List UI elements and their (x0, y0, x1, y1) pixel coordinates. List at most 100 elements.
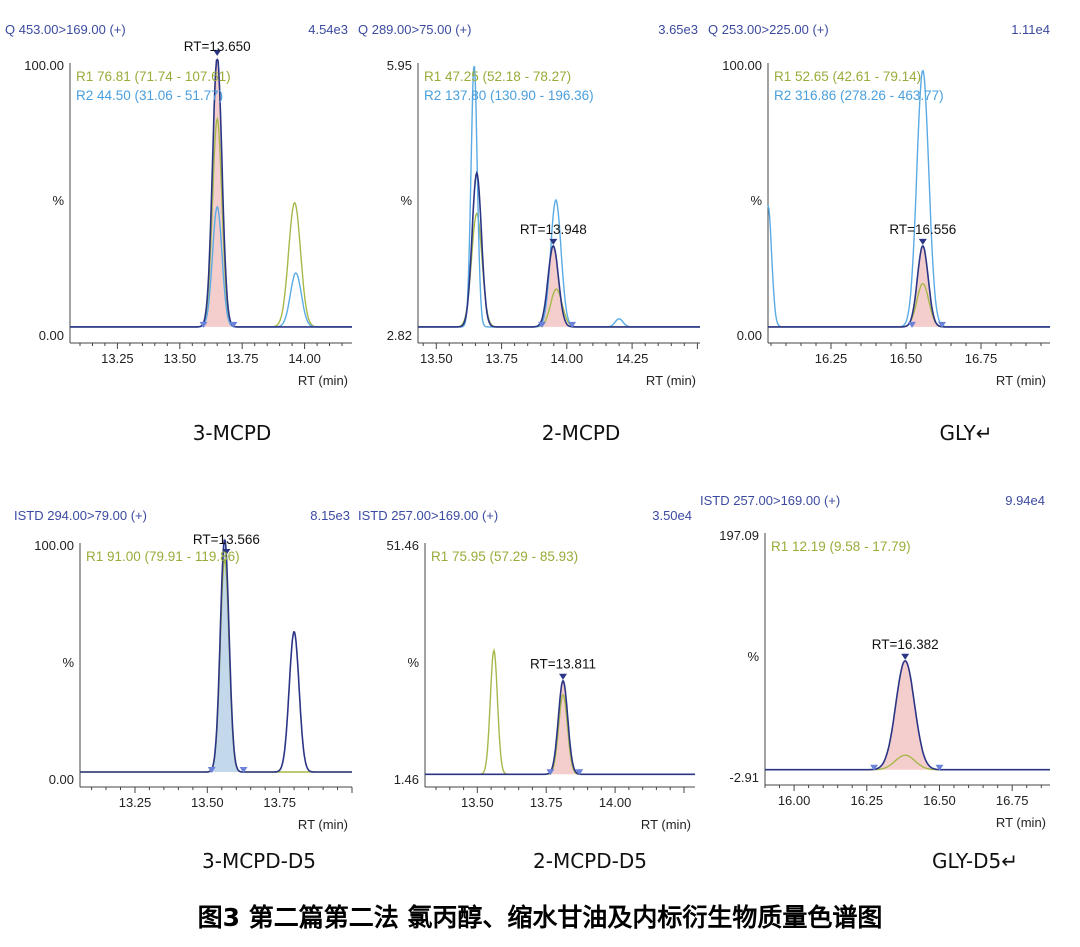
ratio-label: R1 91.00 (79.91 - 119.86) (86, 549, 240, 564)
x-tick-label: 13.50 (420, 351, 453, 366)
y-min-label: 1.46 (394, 772, 419, 787)
x-tick-label: 14.25 (616, 351, 649, 366)
y-max-label: 100.00 (34, 538, 74, 553)
compound-name: 2-MCPD (542, 421, 621, 445)
x-axis-label: RT (min) (646, 373, 696, 388)
integration-area (211, 538, 244, 772)
x-tick-label: 16.75 (996, 793, 1029, 808)
y-max-label: 197.09 (719, 528, 759, 543)
x-axis-label: RT (min) (641, 817, 691, 832)
transition-label: ISTD 294.00>79.00 (+) (14, 508, 147, 523)
rt-label: RT=16.382 (872, 637, 939, 652)
integration-end-marker (938, 321, 946, 328)
transition-label: ISTD 257.00>169.00 (+) (358, 508, 498, 523)
y-max-label: 100.00 (24, 58, 64, 73)
intensity-label: 8.15e3 (310, 508, 350, 523)
x-tick-label: 14.00 (551, 351, 584, 366)
x-tick-label: 16.25 (851, 793, 884, 808)
x-tick-label: 13.50 (164, 351, 197, 366)
ratio-label: R2 137.80 (130.90 - 196.36) (424, 88, 594, 103)
peak-apex-marker (559, 673, 567, 680)
x-axis-label: RT (min) (996, 815, 1046, 830)
y-axis-label: % (407, 655, 419, 670)
transition-label: ISTD 257.00>169.00 (+) (700, 493, 840, 508)
x-tick-label: 16.50 (890, 351, 923, 366)
ratio-label: R1 52.65 (42.61 - 79.14) (774, 69, 921, 84)
x-axis-label: RT (min) (996, 373, 1046, 388)
x-tick-label: 13.50 (191, 795, 224, 810)
ratio-label: R1 76.81 (71.74 - 107.61) (76, 69, 231, 84)
figure-caption: 图3 第二篇第二法 氯丙醇、缩水甘油及内标衍生物质量色谱图 (198, 903, 883, 932)
trace-blue (767, 69, 1050, 328)
transition-label: Q 453.00>169.00 (+) (5, 22, 126, 37)
y-min-label: 2.82 (387, 328, 412, 343)
rt-label: RT=13.948 (520, 222, 587, 237)
x-tick-label: 13.75 (530, 795, 563, 810)
compound-name: GLY↵ (940, 421, 993, 445)
transition-label: Q 253.00>225.00 (+) (708, 22, 829, 37)
peak-apex-marker (549, 238, 558, 245)
x-tick-label: 14.00 (288, 351, 321, 366)
y-min-label: 0.00 (49, 772, 74, 787)
x-axis-label: RT (min) (298, 373, 348, 388)
ratio-label: R2 316.86 (278.26 - 463.77) (774, 88, 944, 103)
peak-apex-marker (213, 49, 222, 56)
rt-label: RT=13.811 (530, 657, 596, 672)
integration-area (874, 660, 940, 770)
integration-end-marker (568, 321, 577, 328)
trace-dark (425, 679, 695, 776)
integration-start-marker (870, 764, 879, 771)
integration-start-marker (546, 769, 555, 776)
peak-apex-marker (222, 549, 231, 555)
trace-dark (765, 659, 1050, 771)
integration-start-marker (538, 321, 546, 328)
intensity-label: 9.94e4 (1005, 493, 1045, 508)
intensity-label: 4.54e3 (308, 22, 348, 37)
chart-panel-gly: Q 253.00>225.00 (+) 1.11e4 100.00% 0.00 16.2… (708, 22, 1050, 445)
chart-panel-2-mcpd-d5: ISTD 257.00>169.00 (+) 3.50e4 51.46% 1.46 13… (358, 508, 695, 873)
ratio-label: R1 47.25 (52.18 - 78.27) (424, 69, 571, 84)
integration-area (550, 680, 580, 775)
x-tick-label: 16.25 (815, 351, 848, 366)
y-axis-label: % (750, 193, 762, 208)
ratio-label: R1 75.95 (57.29 - 85.93) (431, 549, 578, 564)
y-max-label: 100.00 (722, 58, 762, 73)
integration-area (203, 57, 234, 327)
y-max-label: 51.46 (386, 538, 419, 553)
x-tick-label: 16.50 (923, 793, 956, 808)
y-axis-label: % (747, 649, 759, 664)
intensity-label: 3.65e3 (658, 22, 698, 37)
ratio-label: R2 44.50 (31.06 - 51.77) (76, 88, 223, 103)
integration-end-marker (575, 769, 584, 776)
intensity-label: 1.11e4 (1011, 22, 1050, 37)
x-tick-label: 13.25 (101, 351, 134, 366)
x-axis-label: RT (min) (298, 817, 348, 832)
x-tick-label: 13.75 (263, 795, 296, 810)
trace-dark (80, 539, 352, 773)
compound-name: 3-MCPD (193, 421, 272, 445)
compound-name: 2-MCPD-D5 (533, 849, 647, 873)
rt-label: RT=13.650 (184, 39, 251, 54)
integration-end-marker (239, 767, 248, 773)
y-axis-label: % (52, 193, 64, 208)
chart-panel-gly-d5: ISTD 257.00>169.00 (+) 9.94e4 197.09% -2.91… (700, 493, 1050, 873)
intensity-label: 3.50e4 (652, 508, 692, 523)
trace-dark (418, 170, 700, 328)
x-tick-label: 13.50 (461, 795, 494, 810)
x-tick-label: 13.75 (226, 351, 259, 366)
chart-panel-3-mcpd-d5: ISTD 294.00>79.00 (+) 8.15e3 100.00% 0.00 13… (14, 508, 353, 873)
y-min-label: -2.91 (729, 770, 759, 785)
peak-apex-marker (918, 238, 927, 245)
y-max-label: 5.95 (387, 58, 412, 73)
transition-label: Q 289.00>75.00 (+) (358, 22, 471, 37)
integration-start-marker (207, 767, 216, 773)
trace-dark (70, 58, 352, 328)
y-min-label: 0.00 (737, 328, 762, 343)
rt-label: RT=16.556 (889, 222, 956, 237)
y-min-label: 0.00 (39, 328, 64, 343)
y-axis-label: % (62, 655, 74, 670)
integration-end-marker (229, 321, 238, 328)
x-tick-label: 16.75 (965, 351, 998, 366)
integration-start-marker (199, 321, 208, 328)
